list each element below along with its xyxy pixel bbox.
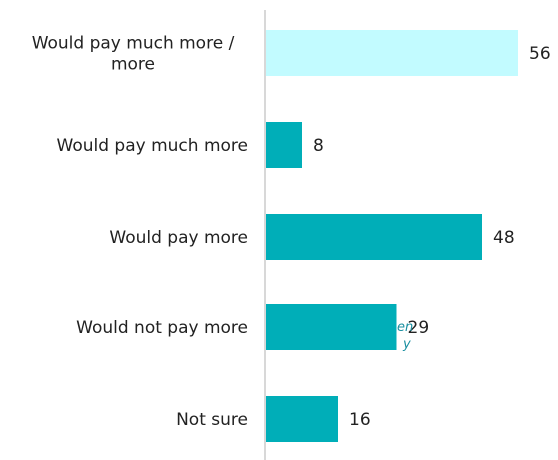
- category-label-4-line-0: Not sure: [176, 410, 248, 430]
- value-label-3: 29: [408, 318, 430, 338]
- category-labels-group: Would pay much more /more Would pay much …: [32, 34, 248, 431]
- value-label-2: 48: [493, 228, 515, 248]
- bar-4: [266, 396, 338, 442]
- side-note-line-1: en: [397, 320, 413, 335]
- bar-1: [266, 122, 302, 168]
- category-label-2-line-0: Would pay more: [109, 228, 248, 248]
- value-label-0: 56: [529, 44, 551, 64]
- side-note-line-2: y: [402, 337, 411, 352]
- bars-group: [266, 30, 518, 442]
- value-labels-group: 56 8 48 29 16: [313, 44, 551, 430]
- category-label-1-line-0: Would pay much more: [57, 136, 248, 156]
- bar-3: [266, 304, 397, 350]
- value-label-4: 16: [349, 410, 371, 430]
- category-label-0-line-0: Would pay much more /: [32, 34, 235, 54]
- category-label-3-line-0: Would not pay more: [76, 318, 248, 338]
- value-label-1: 8: [313, 136, 324, 156]
- bar-0: [266, 30, 518, 76]
- category-label-0-line-1: more: [111, 55, 155, 75]
- bar-2: [266, 214, 482, 260]
